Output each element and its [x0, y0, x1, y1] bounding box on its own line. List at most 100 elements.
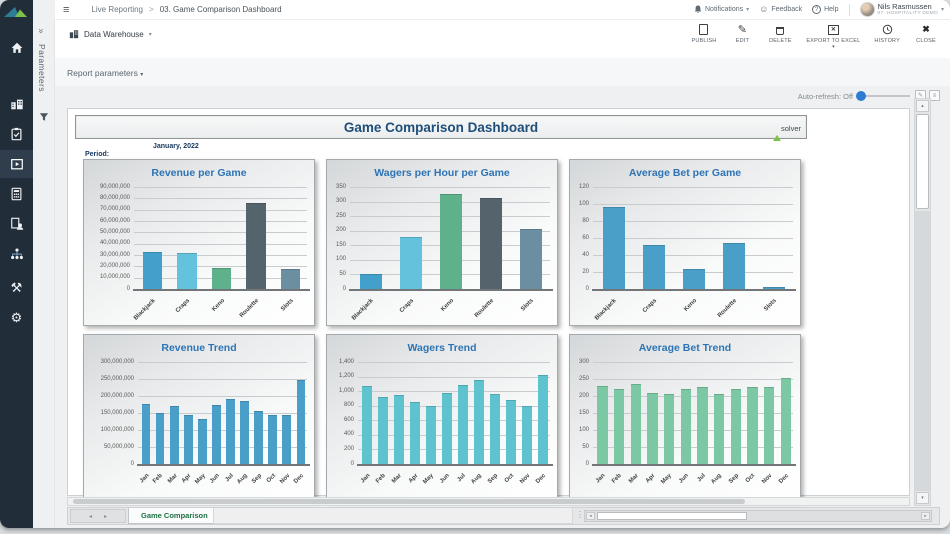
x-axis-label: Mar: [391, 472, 404, 485]
x-axis-label: Jan: [359, 472, 372, 485]
y-axis-tick-label: 80: [582, 217, 589, 224]
scrollbar-track[interactable]: [915, 211, 930, 491]
close-button[interactable]: ✖ CLOSE: [914, 23, 938, 44]
y-axis-tick-label: 50: [339, 270, 346, 277]
parameters-rail[interactable]: » Parameters: [33, 20, 55, 528]
x-axis-label: Blackjack: [594, 297, 619, 322]
x-axis-label: Mar: [166, 472, 179, 485]
tab-scroll-buttons[interactable]: ◂ ▸: [70, 509, 126, 523]
bar-roulette: [246, 202, 266, 289]
publish-button[interactable]: PUBLISH: [691, 23, 716, 44]
user-name: Nils Rasmussen: [877, 1, 932, 11]
y-axis-tick-label: 300: [578, 358, 589, 365]
tab-horizontal-scrollbar[interactable]: ◂ ▸: [584, 510, 932, 522]
gridline: [134, 243, 307, 245]
gridline: [134, 209, 307, 211]
notifications-button[interactable]: Notifications ▾: [694, 5, 749, 14]
gridline: [593, 396, 793, 397]
scrollbar-thumb[interactable]: [916, 114, 929, 209]
y-axis-tick-label: 150: [335, 241, 346, 248]
datasource-dropdown[interactable]: Data Warehouse ▾: [69, 29, 152, 39]
sidebar-item-assignments[interactable]: [0, 120, 33, 148]
scroll-down-icon[interactable]: ▾: [916, 492, 929, 504]
period-row: Period: January, 2022: [85, 143, 199, 161]
y-axis-tick-label: 150,000,000: [100, 409, 134, 416]
sidebar-item-settings[interactable]: ⚙: [0, 303, 33, 331]
chart-wagers-per-hour-per-game: Wagers per Hour per Game 0 50 100 150 200 250 3…: [326, 159, 558, 326]
chart-revenue-trend: Revenue Trend 0 50,000,000 100,000,000 150,0…: [83, 334, 315, 501]
hamburger-menu-icon[interactable]: ≡: [63, 3, 70, 16]
x-axis-label: Feb: [152, 472, 165, 485]
scroll-up-icon[interactable]: ▴: [916, 100, 929, 112]
refresh-list-icon[interactable]: ≡: [929, 90, 940, 101]
scroll-right-icon[interactable]: ▸: [921, 512, 930, 520]
horizontal-scrollbar-thumb[interactable]: [73, 499, 745, 504]
rail-collapse-icon[interactable]: »: [36, 28, 47, 34]
bar-craps: [177, 253, 197, 289]
bar-keno: [211, 267, 232, 289]
document-user-icon: [10, 217, 23, 230]
calculator-icon: [11, 187, 22, 201]
x-axis-label: Craps: [641, 297, 659, 315]
feedback-button[interactable]: ☺ Feedback: [759, 5, 802, 14]
bar-blackjack: [142, 251, 162, 289]
x-axis-label: Dec: [293, 472, 306, 485]
bars-area: [139, 362, 308, 464]
workflow-icon: [10, 248, 23, 260]
breadcrumb-section[interactable]: Live Reporting: [91, 5, 144, 14]
x-axis-label: Feb: [375, 472, 388, 485]
report-parameters-toggle[interactable]: Report parameters ▾: [67, 68, 144, 78]
gridline: [593, 187, 793, 188]
y-axis-tick-label: 50,000,000: [99, 228, 130, 235]
sidebar-item-budgeting[interactable]: [0, 180, 33, 208]
sidebar-item-process[interactable]: [0, 240, 33, 268]
y-axis-tick-label: 0: [126, 285, 130, 292]
splitter-dots-icon[interactable]: ⋮: [576, 510, 584, 519]
user-subtitle: 07. Hospitality Demo: [877, 10, 938, 16]
bar-jan: [597, 385, 608, 464]
bar-feb: [378, 396, 388, 464]
tab-scrollbar-thumb[interactable]: [597, 512, 747, 520]
y-axis-tick-label: 50,000,000: [103, 443, 134, 450]
vertical-scrollbar[interactable]: ▴ ▾: [914, 98, 931, 506]
gridline: [593, 430, 793, 431]
export-to-excel-button[interactable]: ✕ EXPORT TO EXCEL ▾: [806, 23, 860, 50]
x-axis-label: Keno: [683, 297, 699, 313]
gridline: [358, 434, 550, 436]
history-button[interactable]: HISTORY: [874, 23, 900, 44]
y-axis-tick-label: 0: [130, 460, 134, 467]
sidebar-item-tools[interactable]: ⚒: [0, 273, 33, 301]
auto-refresh-slider-knob[interactable]: [856, 91, 866, 101]
tab-game-comparison[interactable]: Game Comparison: [128, 508, 221, 524]
scroll-left-icon[interactable]: ◂: [586, 512, 595, 520]
sidebar-item-documents[interactable]: [0, 210, 33, 238]
gridline: [134, 198, 307, 200]
tab-scroll-right-icon[interactable]: ▸: [104, 513, 108, 520]
bar-mar: [169, 406, 179, 464]
gridline: [593, 447, 793, 448]
bar-dec: [780, 377, 791, 464]
bar-jan: [362, 385, 372, 464]
bar-aug: [474, 379, 484, 464]
user-menu[interactable]: Nils Rasmussen 07. Hospitality Demo ▾: [859, 1, 944, 17]
bar-jun: [680, 388, 691, 464]
gridline: [138, 430, 307, 431]
horizontal-scrollbar[interactable]: [67, 497, 910, 506]
help-button[interactable]: ? Help: [812, 5, 839, 14]
gridline: [134, 221, 307, 222]
chart-title: Revenue Trend: [161, 342, 237, 354]
chevron-down-icon[interactable]: ▾: [832, 44, 835, 50]
chart-title: Average Bet Trend: [638, 342, 732, 354]
sidebar-item-data-warehouse[interactable]: [0, 90, 33, 118]
auto-refresh-slider-track[interactable]: [860, 95, 910, 97]
edit-button[interactable]: ✎ EDIT: [730, 23, 754, 44]
tab-scroll-left-icon[interactable]: ◂: [88, 513, 92, 520]
y-axis-tick-label: 90,000,000: [99, 183, 130, 190]
sidebar-item-reports[interactable]: [0, 150, 33, 178]
gridline: [138, 396, 307, 397]
y-axis-tick-label: 60,000,000: [99, 217, 130, 224]
sidebar-item-home[interactable]: [0, 34, 33, 62]
chart-average-bet-trend: Average Bet Trend 0 50 100 150 200 250 300 Jan Fe…: [569, 334, 801, 501]
delete-button[interactable]: DELETE: [768, 23, 792, 44]
